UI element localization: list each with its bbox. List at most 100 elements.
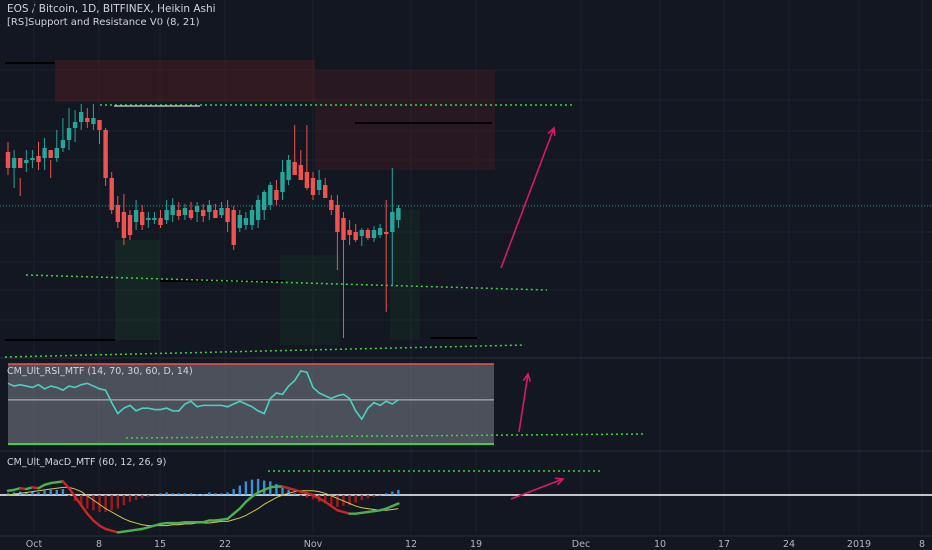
candle-body	[268, 185, 273, 205]
macd-hist-bar	[220, 493, 223, 495]
candle-body	[103, 130, 108, 178]
macd-hist-bar	[354, 495, 357, 503]
candle-body	[66, 128, 72, 140]
candle-body	[11, 158, 17, 168]
macd-line-seg	[73, 495, 83, 507]
x-tick-label: 15	[154, 539, 166, 550]
candle-body	[121, 212, 127, 238]
macd-hist-bar	[275, 483, 278, 495]
macd-line-seg	[238, 500, 248, 510]
macd-hist-bar	[128, 495, 132, 502]
candle-body	[213, 210, 218, 218]
macd-hist-bar	[299, 495, 302, 496]
x-tick-label: 8	[96, 539, 102, 550]
macd-hist-bar	[37, 492, 40, 495]
candle-body	[274, 190, 279, 200]
macd-hist-bar	[324, 495, 327, 504]
arrow-up-rsi-head	[522, 372, 532, 382]
candle-body	[24, 160, 29, 163]
candle-body	[127, 215, 133, 235]
candle-body	[30, 158, 35, 160]
macd-hist-bar	[31, 491, 34, 495]
macd-signal-line	[7, 486, 399, 527]
candle-body	[341, 218, 346, 240]
support-zone-2	[280, 255, 340, 345]
arrow-up-macd-head	[554, 477, 565, 486]
candle-body	[176, 210, 181, 216]
macd-hist-bar	[104, 495, 107, 512]
macd-hist-bar	[214, 493, 217, 495]
candle-body	[286, 160, 291, 180]
macd-hist-bar	[141, 495, 144, 499]
candle-body	[329, 200, 334, 210]
macd-hist-bar	[25, 492, 28, 495]
candle-body	[109, 178, 114, 210]
macd-hist-bar	[391, 491, 394, 495]
macd-hist-bar	[287, 489, 290, 495]
macd-hist-bar	[116, 495, 119, 509]
macd-line-seg	[244, 495, 254, 503]
macd-hist-bar	[92, 495, 95, 511]
macd-hist-bar	[98, 495, 101, 512]
indicator-label: [RS]Support and Resistance V0 (8, 21)	[7, 17, 200, 28]
candle-body	[36, 156, 41, 162]
candle-body	[146, 218, 151, 220]
macd-hist-bar	[134, 495, 138, 501]
macd-hist-bar	[171, 493, 174, 495]
support-line-upper	[25, 274, 548, 291]
candle-body	[335, 205, 340, 232]
candle-body	[371, 230, 377, 238]
candle-body	[237, 215, 242, 228]
macd-hist-bar	[43, 490, 46, 495]
support-zone	[115, 240, 160, 340]
macd-hist-bar	[189, 493, 193, 495]
candle-body	[262, 192, 267, 210]
candle-body	[353, 232, 358, 240]
arrow-up-macd	[510, 478, 564, 500]
macd-hist-bar	[250, 479, 254, 495]
candle-body	[231, 210, 236, 245]
price-pane	[0, 60, 932, 358]
candle-body	[54, 148, 59, 158]
macd-hist-bar	[208, 492, 211, 495]
candle-body	[133, 210, 139, 222]
macd-line-seg	[86, 512, 95, 522]
macd-hist-bar	[159, 493, 162, 495]
macd-hist-bar	[360, 495, 363, 501]
candle-body	[18, 158, 23, 168]
arrow-up-price	[500, 127, 555, 269]
arrow-up-rsi	[518, 373, 529, 433]
x-tick-label: 10	[654, 539, 666, 550]
candle-body	[310, 178, 316, 195]
candle-body	[359, 230, 364, 236]
macd-hist-bar	[183, 493, 187, 495]
macd-hist-bar	[195, 494, 199, 496]
candle-body	[158, 218, 163, 225]
macd-hist-bar	[232, 489, 235, 495]
candle-body	[396, 208, 401, 220]
macd-hist-bar	[238, 485, 241, 495]
candle-body	[219, 208, 224, 215]
resistance-zone	[55, 60, 315, 102]
macd-hist-bar	[202, 494, 205, 496]
macd-line-seg	[324, 500, 333, 508]
macd-line-seg	[79, 504, 89, 515]
macd-hist-bar	[147, 495, 150, 497]
arrow-up-price-head	[547, 126, 556, 137]
macd-hist-bar	[110, 495, 113, 511]
x-tick-label: 19	[470, 539, 482, 550]
macd-line-seg	[232, 507, 242, 515]
macd-line-seg	[226, 512, 235, 520]
macd-hist-bar	[293, 493, 296, 495]
rsi-pane	[7, 363, 646, 445]
candle-body	[249, 210, 255, 225]
candle-body	[298, 165, 303, 180]
candle-body	[60, 140, 66, 148]
macd-hist-bar	[263, 480, 266, 495]
resistance-zone-2	[315, 70, 495, 170]
candle-body	[182, 208, 188, 215]
candle-body	[48, 150, 53, 158]
x-tick-label: 22	[219, 539, 231, 550]
